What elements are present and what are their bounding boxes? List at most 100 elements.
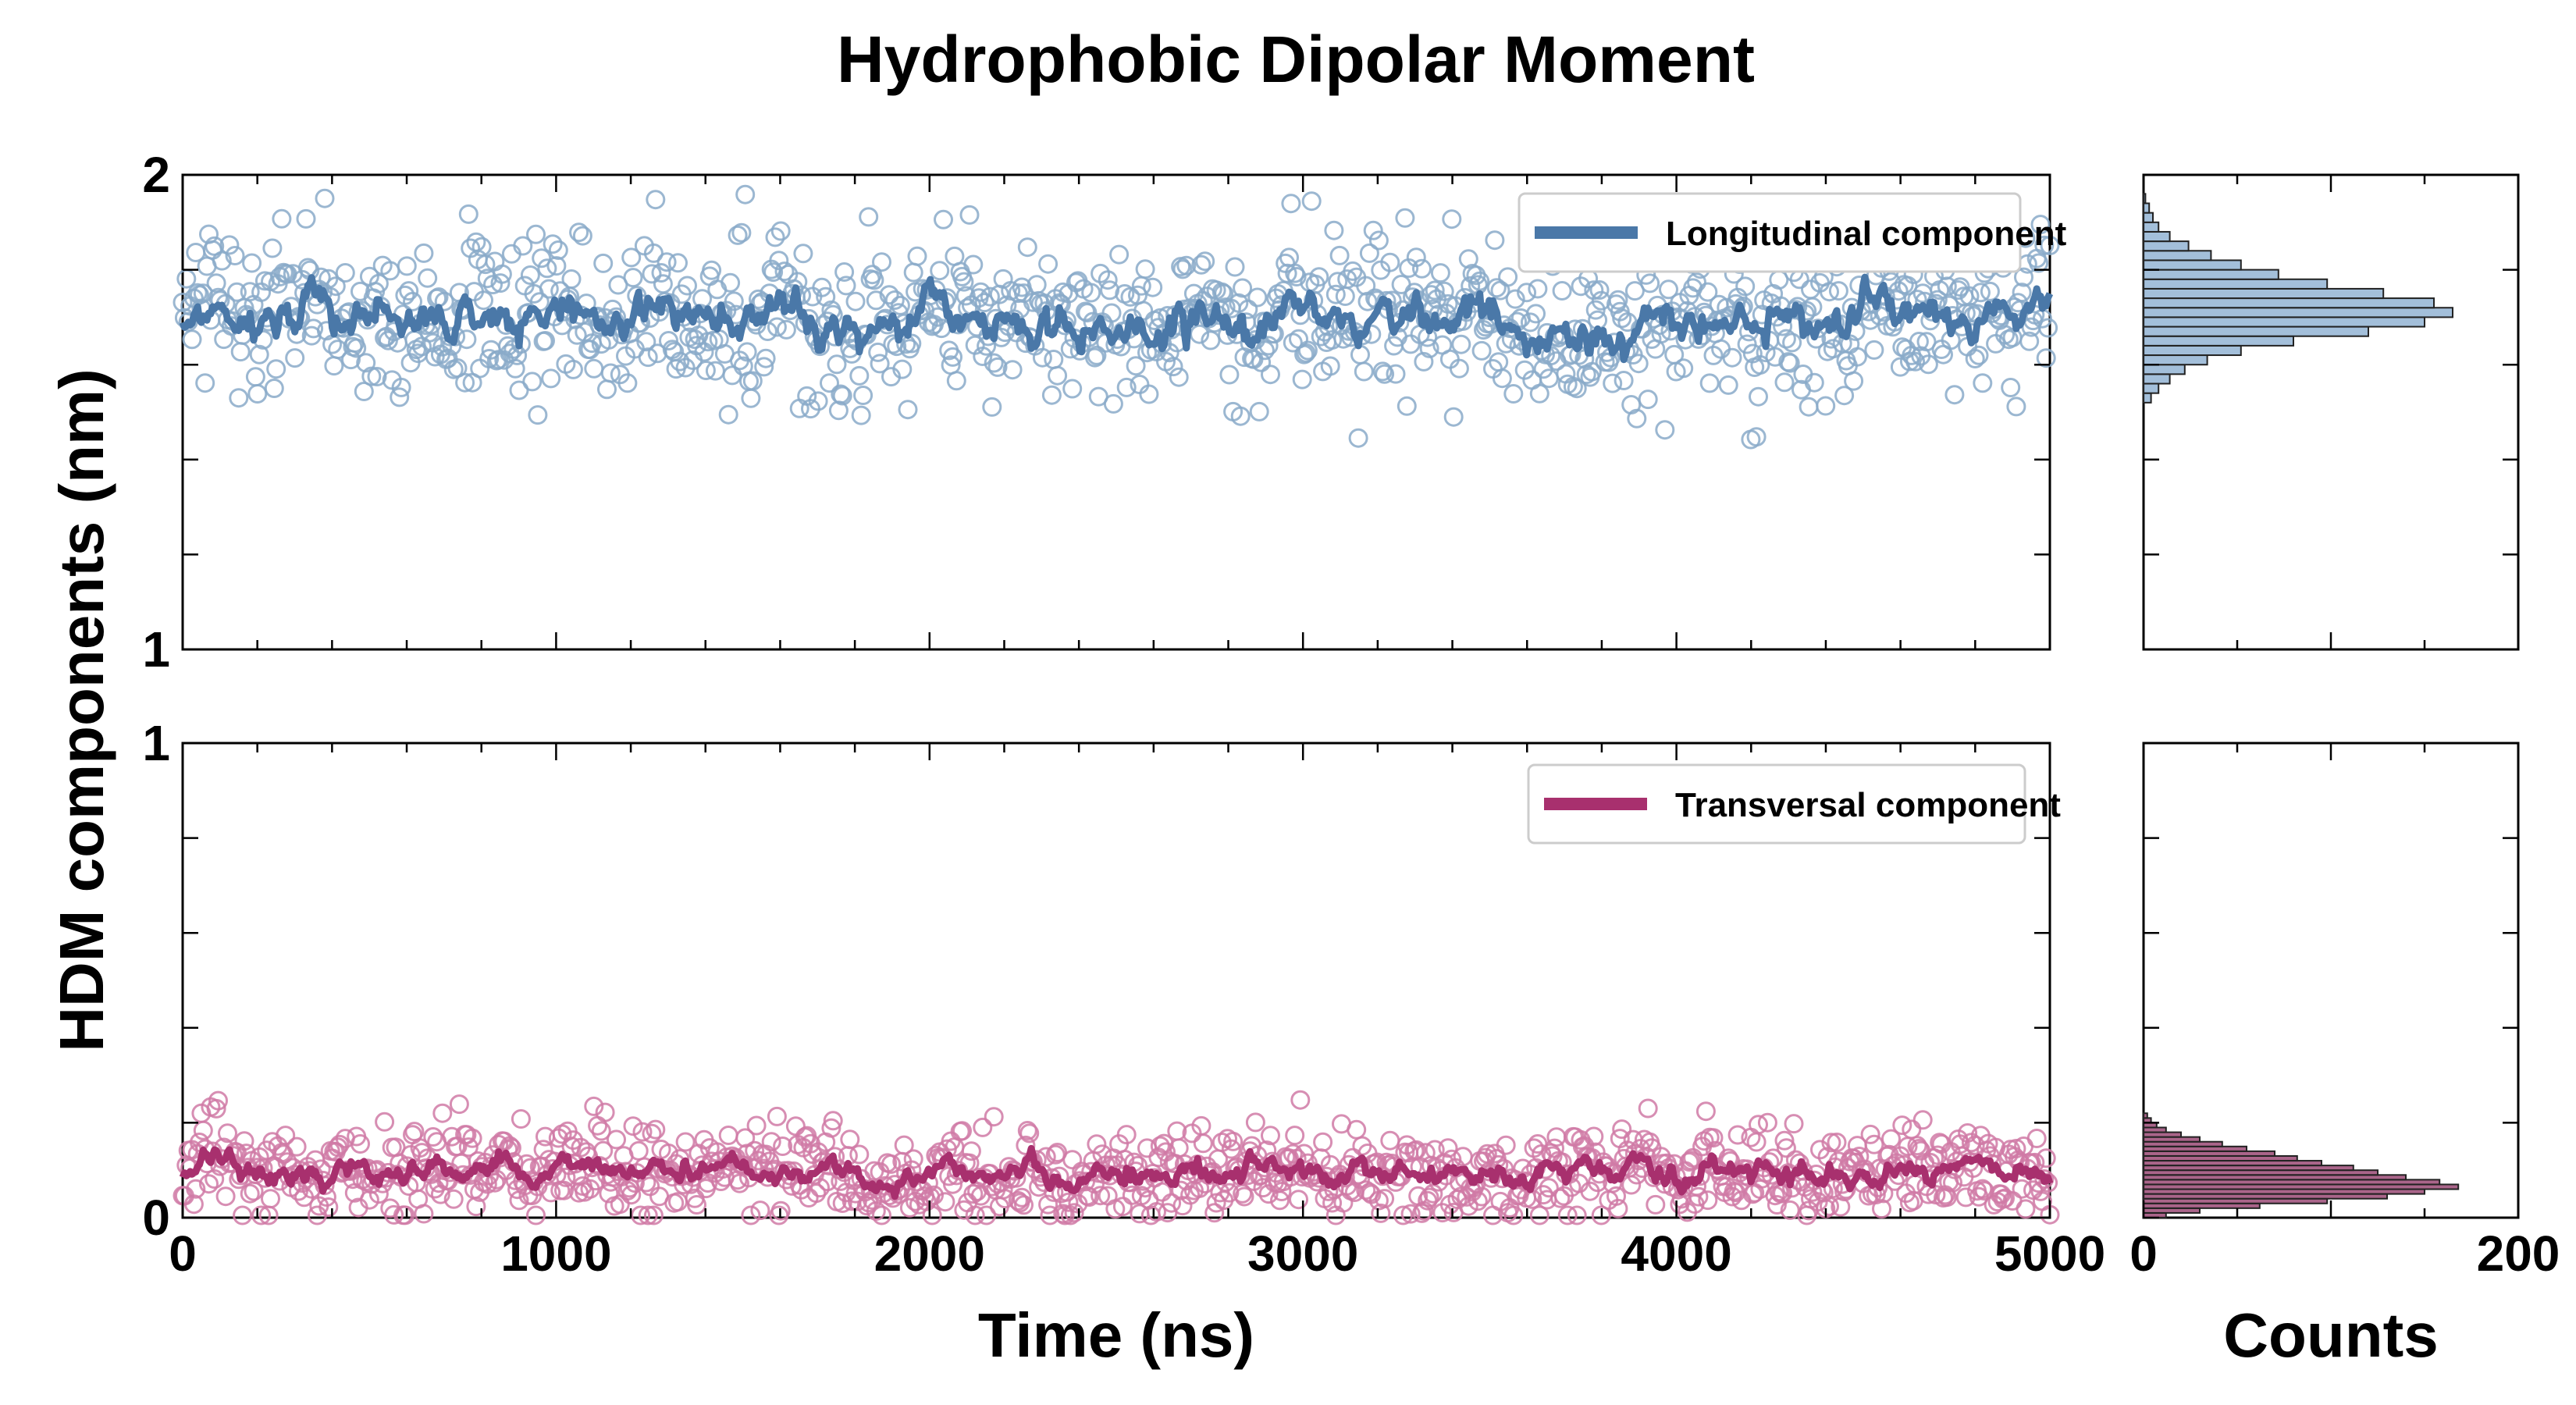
top-data-point [623,268,643,288]
bottom-data-point [1322,1193,1343,1213]
top-data-point [872,252,891,272]
bottom-data-point [318,1197,339,1217]
bottom-data-point [1588,1172,1608,1193]
top-data-point [543,234,563,254]
bottom-running-mean-line [179,1144,2054,1200]
top-data-point [1098,270,1118,290]
bottom-data-point [607,1129,626,1150]
x-axis-label: Time (ns) [978,1300,1254,1370]
bottom-data-point [382,1137,402,1158]
top-hist-bar [2143,392,2152,404]
bottom-data-point [1567,1205,1587,1225]
top-hist-bar [2143,202,2151,214]
bottom-data-point [1688,1186,1709,1207]
bottom-data-point [1749,1115,1768,1135]
top-data-point [1251,352,1272,372]
top-data-point [272,208,292,229]
top-data-point [1135,259,1155,279]
top-hist-bar [2143,364,2186,375]
top-data-point [390,387,410,407]
bottom-data-point [511,1109,531,1129]
top-data-point [528,405,548,425]
top-data-point [765,227,785,247]
top-data-point [864,270,884,290]
bottom-data-point [2016,1199,2036,1219]
top-data-point [475,254,496,275]
top-data-point [1638,389,1658,410]
top-data-point [963,254,984,275]
bottom-data-point [240,1183,260,1204]
top-data-point [1503,384,1524,404]
bottom-data-point [621,1185,642,1205]
top-data-point [1109,244,1130,265]
top-data-point [694,342,714,362]
top-data-point [892,359,913,379]
bottom-data-point [584,1096,604,1116]
bottom-data-point [1907,1136,1927,1156]
bottom-data-point [1774,1130,1795,1151]
top-data-point [1486,278,1507,298]
top-data-point [769,251,789,271]
top-data-point [1301,191,1322,212]
top-data-point [1163,357,1183,377]
bottom-data-point [1943,1172,1962,1193]
top-data-point [907,246,927,266]
bottom-data-point [501,1138,521,1158]
top-data-point [1219,365,1240,385]
top-data-point [1582,361,1602,382]
top-data-point [757,322,777,341]
bottom-data-point [1703,1128,1724,1148]
top-data-point [902,333,922,354]
bottom-data-point [718,1126,738,1145]
bottom-x-tick-label: 4000 [1621,1225,1731,1282]
bottom-data-point [899,1197,920,1218]
top-data-point [1233,278,1253,298]
top-data-point [808,391,828,411]
bottom-data-point [1496,1135,1516,1155]
bottom-data-point [977,1205,997,1225]
top-data-point [890,295,910,315]
top-data-point [1176,255,1197,276]
top-hist-bar [2143,269,2279,280]
bottom-data-point [872,1205,891,1225]
top-data-point [1425,280,1445,301]
bottom-data-point [526,1205,546,1225]
top-data-point [827,354,847,375]
top-data-point [1249,401,1269,422]
top-data-point [479,349,500,368]
bottom-x-tick-label: 0 [169,1225,197,1282]
top-data-point [670,351,690,372]
top-data-point [974,293,994,313]
top-data-point [728,225,748,245]
top-data-point [2014,267,2033,287]
top-data-point [1517,283,1537,303]
top-data-point [457,329,477,350]
top-histogram-panel [2142,173,2520,651]
top-data-point [853,386,873,405]
top-data-point [1589,280,1610,300]
bottom-data-point [1270,1190,1290,1211]
bottom-data-point [343,1169,363,1190]
top-data-point [774,261,795,282]
top-data-point [391,377,411,397]
top-data-point [984,353,1004,373]
top-data-point [1916,332,1937,352]
top-data-point [1324,220,1344,240]
top-data-point [354,382,374,401]
top-data-point [1552,281,1572,301]
top-data-point [1980,281,2000,301]
bottom-data-point [1820,1196,1839,1216]
bottom-data-point [485,1172,505,1193]
top-data-point [1191,254,1212,275]
top-data-point [214,329,234,350]
top-data-point [532,248,552,269]
top-data-point [226,282,247,302]
top-y-tick-label: 1 [142,621,170,678]
top-data-point [1100,280,1120,301]
top-data-point [2029,253,2049,273]
bottom-data-point [1423,1183,1443,1204]
bottom-data-point [218,1123,237,1144]
bottom-data-point [1965,1135,1985,1155]
top-data-point [324,356,344,376]
bottom-data-point [432,1103,453,1123]
